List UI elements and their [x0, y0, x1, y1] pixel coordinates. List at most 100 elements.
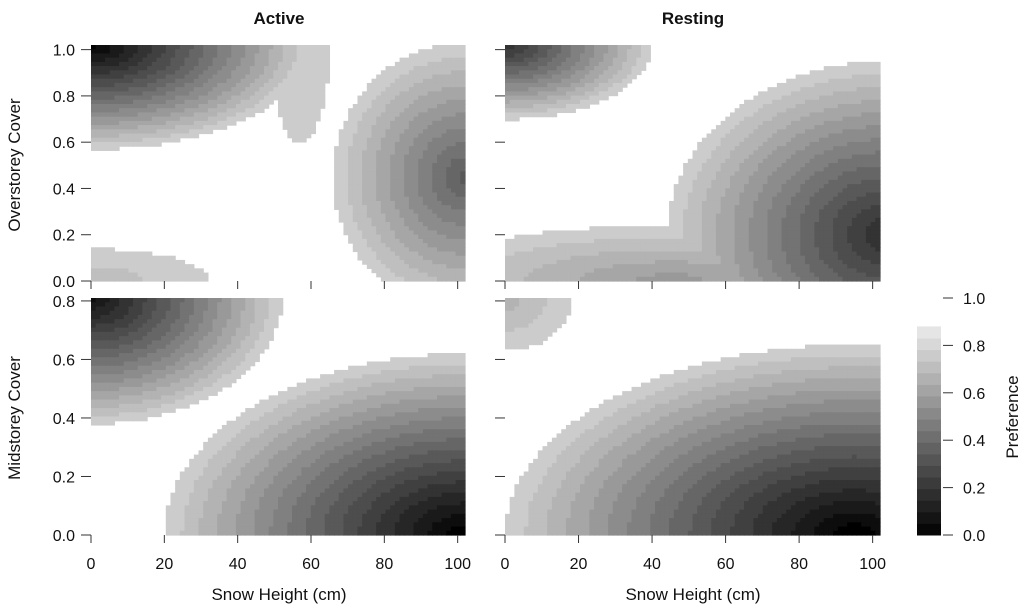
heatmap-cell	[446, 78, 452, 84]
heatmap-cell	[814, 226, 820, 232]
heatmap-cell	[436, 234, 443, 240]
heatmap-cell	[753, 213, 759, 219]
heatmap-cell	[179, 82, 186, 88]
heatmap-cell	[455, 87, 461, 92]
heatmap-cell	[547, 87, 553, 92]
heatmap-cell	[133, 53, 139, 59]
heatmap-cell	[594, 255, 600, 261]
heatmap-cell	[441, 243, 447, 248]
heatmap-cell	[147, 82, 153, 88]
heatmap-cell	[390, 116, 396, 122]
heatmap-cell	[306, 133, 312, 139]
heatmap-cell	[436, 112, 443, 118]
heatmap-cell	[819, 255, 825, 261]
heatmap-cell	[436, 247, 443, 253]
heatmap-cell	[790, 87, 797, 92]
heatmap-cell	[100, 87, 106, 92]
heatmap-cell	[119, 53, 125, 59]
heatmap-cell	[184, 120, 190, 126]
heatmap-cell	[556, 272, 562, 278]
heatmap-cell	[776, 264, 783, 269]
heatmap-cell	[837, 112, 844, 118]
heatmap-cell	[189, 49, 195, 55]
heatmap-cell	[105, 141, 111, 147]
heatmap-cell	[509, 78, 515, 84]
heatmap-cell	[198, 49, 204, 55]
heatmap-cell	[767, 217, 773, 223]
heatmap-cell	[697, 251, 703, 257]
heatmap-cell	[432, 78, 438, 84]
heatmap-cell	[455, 167, 461, 173]
heatmap-cell	[842, 264, 848, 269]
heatmap-cell	[432, 129, 438, 135]
heatmap-cell	[715, 129, 722, 135]
heatmap-cell	[278, 78, 284, 84]
heatmap-cell	[636, 251, 642, 257]
heatmap-cell	[730, 213, 736, 219]
heatmap-cell	[795, 167, 801, 173]
heatmap-cell	[762, 276, 769, 282]
heatmap-cell	[692, 188, 698, 194]
heatmap-cell	[362, 188, 368, 194]
heatmap-cell	[175, 116, 181, 122]
heatmap-cell	[561, 272, 567, 278]
heatmap-cell	[352, 175, 359, 181]
heatmap-cell	[608, 226, 614, 232]
heatmap-cell	[436, 200, 443, 206]
heatmap-cell	[427, 87, 433, 92]
heatmap-cell	[123, 78, 129, 84]
heatmap-cell	[612, 238, 619, 244]
heatmap-cell	[418, 133, 424, 139]
heatmap-cell	[119, 70, 125, 76]
heatmap-cell	[193, 61, 200, 67]
heatmap-cell	[203, 45, 209, 50]
heatmap-cell	[734, 188, 740, 194]
heatmap-cell	[427, 175, 433, 181]
heatmap-cell	[664, 255, 670, 261]
heatmap-cell	[687, 192, 694, 198]
heatmap-cell	[809, 112, 815, 118]
heatmap-cell	[161, 78, 167, 84]
heatmap-cell	[772, 116, 778, 122]
heatmap-cell	[413, 192, 419, 198]
heatmap-cell	[692, 264, 698, 269]
heatmap-cell	[371, 154, 377, 160]
heatmap-cell	[245, 99, 251, 105]
heatmap-cell	[786, 209, 792, 215]
heatmap-cell	[528, 268, 534, 274]
heatmap-cell	[170, 116, 176, 122]
heatmap-cell	[450, 87, 457, 92]
heatmap-cell	[362, 230, 368, 236]
heatmap-cell	[427, 112, 433, 118]
heatmap-cell	[362, 255, 368, 261]
heatmap-cell	[404, 154, 410, 160]
heatmap-cell	[584, 82, 590, 88]
heatmap-cell	[692, 163, 698, 168]
heatmap-cell	[809, 243, 815, 248]
heatmap-cell	[175, 45, 181, 50]
heatmap-cell	[100, 61, 106, 67]
heatmap-cell	[795, 158, 801, 164]
heatmap-cell	[758, 255, 764, 261]
heatmap-cell	[436, 146, 443, 151]
heatmap-cell	[565, 272, 572, 278]
heatmap-cell	[575, 243, 581, 248]
heatmap-cell	[781, 91, 787, 97]
heatmap-cell	[366, 238, 373, 244]
heatmap-cell	[819, 234, 825, 240]
heatmap-cell	[380, 95, 387, 101]
heatmap-cell	[505, 66, 511, 71]
heatmap-cell	[734, 200, 740, 206]
heatmap-cell	[730, 243, 736, 248]
heatmap-cell	[147, 272, 153, 278]
heatmap-cell	[715, 184, 722, 189]
heatmap-cell	[692, 268, 698, 274]
heatmap-cell	[133, 112, 139, 118]
heatmap-cell	[142, 116, 148, 122]
heatmap-cell	[263, 99, 270, 105]
heatmap-cell	[399, 66, 405, 71]
heatmap-cell	[776, 108, 783, 114]
heatmap-cell	[399, 217, 405, 223]
heatmap-cell	[376, 259, 382, 265]
heatmap-cell	[833, 74, 839, 80]
